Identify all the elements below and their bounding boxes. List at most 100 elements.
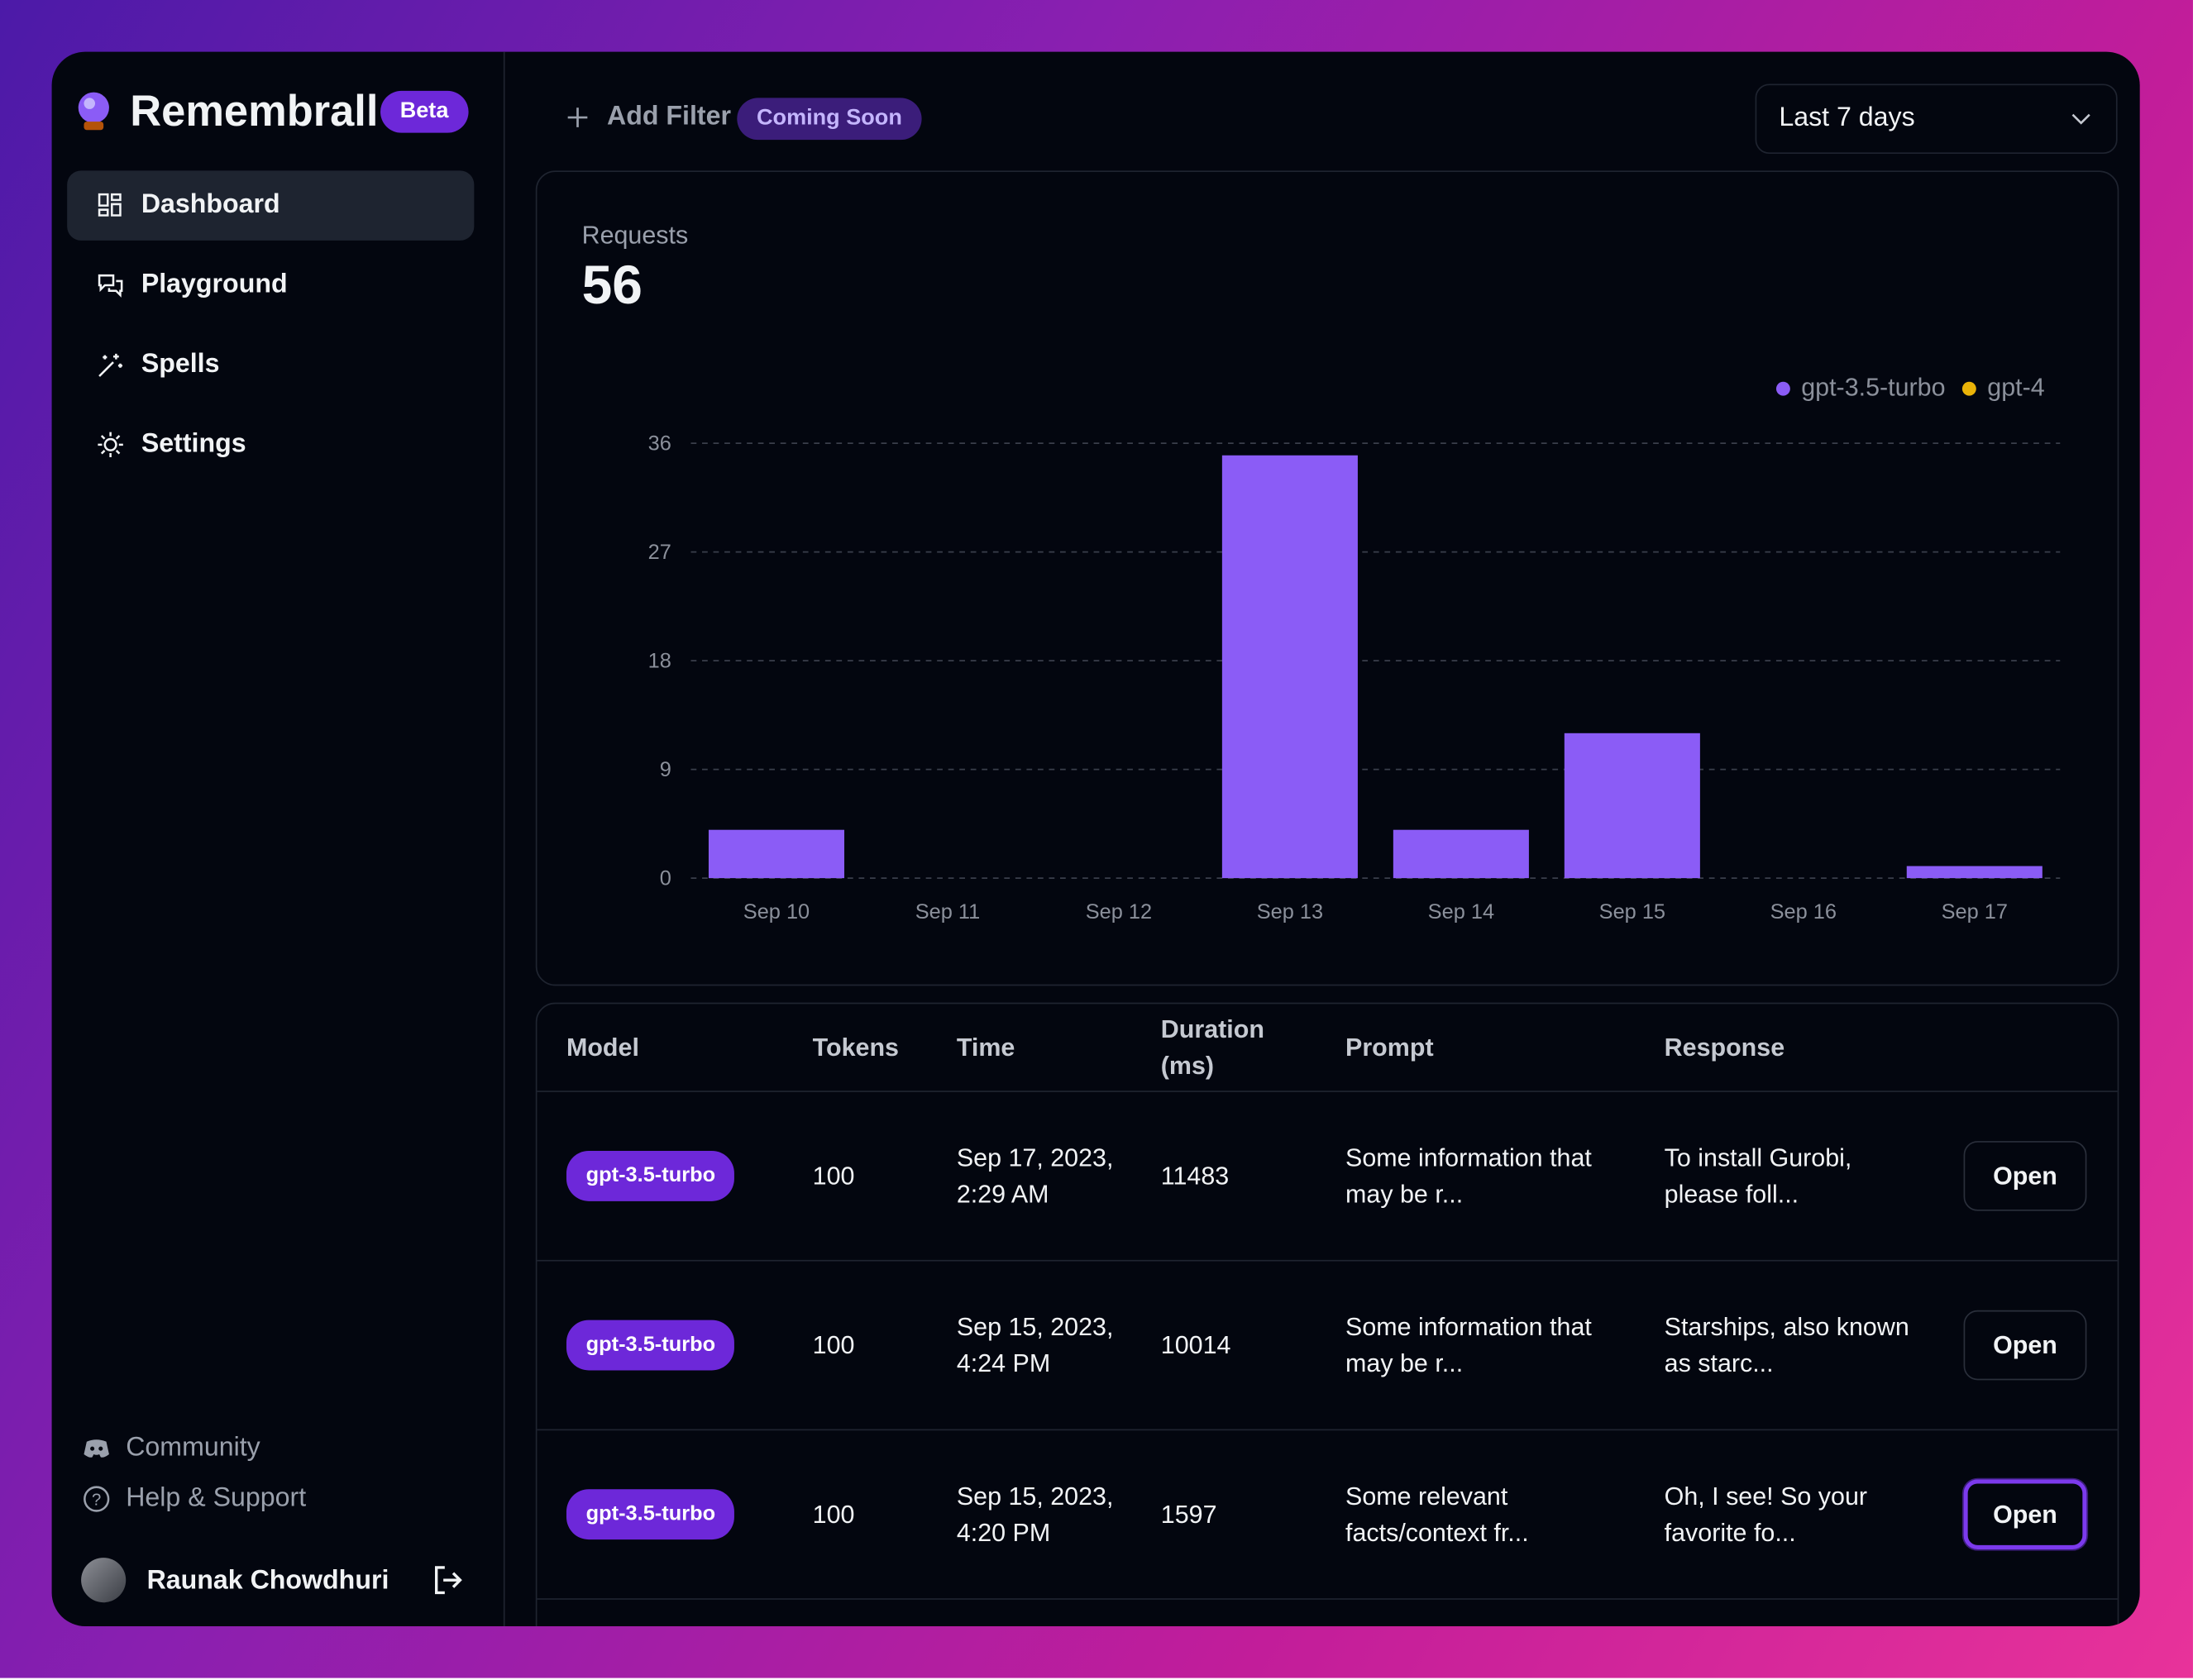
nav-icon [98,432,123,458]
nav-icon-path [98,274,123,298]
nav-item[interactable]: Spells [67,330,474,400]
add-filter-text: Add Filter [607,102,731,131]
nav-icon [98,353,122,377]
range-select[interactable]: Last 7 days [1755,84,2118,155]
model-cell: gpt-3.5-turbo [566,1150,735,1201]
nav-icon-path [98,193,122,217]
open-button[interactable]: Open [1963,1479,2087,1549]
nav-label: Playground [141,270,288,299]
nav-label: Spells [141,349,220,379]
bar [708,829,845,879]
legend-swatch [1961,380,1976,395]
requests-table: Model Tokens Time Duration (ms) Prompt Respon… [535,1002,2119,1626]
table-row: gpt-3.5-turbo 100 Sep 15, 2023, 4:24 PM 100… [537,1262,2118,1431]
table-cell: 11483 [1160,1162,1230,1191]
avatar [81,1558,127,1603]
community-text: Community [126,1433,260,1463]
open-button[interactable]: Open [1963,1141,2087,1211]
sidebar: Remembrall Beta Community ? Help & Suppo… [52,51,505,1626]
user-name: Raunak Chowdhuri [146,1566,389,1596]
coming-soon-badge: Coming Soon [737,98,922,141]
y-tick-label: 27 [648,541,671,564]
table-cell: 100 [812,1500,855,1529]
table-cell: Sep 15, 2023, 4:20 PM [956,1482,1114,1547]
column-header: Model [566,1033,639,1062]
x-tick-label: Sep 13 [1257,900,1323,924]
x-tick-label: Sep 12 [1086,900,1152,924]
add-filter[interactable]: Add Filter [566,102,731,132]
nav-icon [98,193,122,217]
logout-icon[interactable] [432,1565,463,1596]
y-tick-label: 0 [660,867,671,890]
logo-icon [78,92,109,131]
legend-item: gpt-4 [1961,373,2045,403]
y-tick-label: 18 [648,650,671,673]
nav-label: Settings [141,429,246,459]
bar [1906,866,2042,879]
legend-label: gpt-4 [1987,373,2045,402]
model-pill: gpt-3.5-turbo [566,1320,735,1371]
y-tick-label: 9 [660,758,671,781]
table-cell: 100 [812,1162,855,1191]
chevron-icon [2071,113,2090,125]
table-cell: 10014 [1160,1331,1231,1359]
community-link[interactable]: Community [83,1434,260,1464]
chart-title: Requests [581,221,689,250]
chart-card: Requests 56 gpt-3.5-turbo gpt-4 0 9 18 27 36 S… [535,170,2119,986]
x-tick-label: Sep 14 [1428,900,1494,924]
table-row: gpt-3.5-turbo 100 Sep 17, 2023, 2:29 AM 114… [537,1092,2118,1262]
y-tick-label: 36 [648,432,671,456]
table-cell: Some information that may be r... [1345,1143,1592,1209]
x-tick-label: Sep 10 [743,900,810,924]
range-text: Last 7 days [1779,103,1915,133]
table-header: Model Tokens Time Duration (ms) Prompt Respon… [537,1004,2118,1092]
bar-chart: 0 9 18 27 36 Sep 10 Sep 11 Sep 12 Sep 13 Sep 14 Se… [648,432,2061,924]
nav-item[interactable]: Settings [67,410,474,480]
table-cell: Some information that may be r... [1345,1313,1592,1377]
column-header: Prompt [1345,1033,1434,1062]
column-header: Response [1664,1033,1785,1062]
legend-swatch [1775,380,1790,395]
help-text: Help & Support [126,1483,307,1513]
svg-text:?: ? [92,1491,101,1510]
x-tick-label: Sep 16 [1770,900,1837,924]
table-cell: Oh, I see! So your favorite fo... [1664,1482,1868,1547]
table-cell: Sep 15, 2023, 4:24 PM [956,1313,1114,1377]
model-pill: gpt-3.5-turbo [566,1150,735,1201]
nav-item[interactable]: Playground [67,251,474,321]
column-header: Time [956,1033,1015,1062]
column-header: Duration (ms) [1160,1014,1264,1080]
nav-icon-path [98,432,123,458]
column-header: Tokens [812,1033,899,1062]
table-cell: Some relevant facts/context fr... [1345,1482,1529,1547]
beta-badge: Beta [380,90,469,133]
bar [1393,829,1529,879]
legend: gpt-3.5-turbo gpt-4 [1775,373,2045,403]
table-cell: 1597 [1160,1500,1217,1529]
legend-item: gpt-3.5-turbo [1775,373,1946,403]
table-cell: To install Gurobi, please foll... [1664,1143,1852,1209]
x-tick-label: Sep 11 [915,900,981,924]
nav-icon [98,274,123,298]
nav-item[interactable]: Dashboard [67,170,475,241]
legend-label: gpt-3.5-turbo [1801,373,1946,402]
brand: Remembrall [130,86,379,136]
bar [1564,733,1700,879]
open-button[interactable]: Open [1963,1310,2087,1381]
table-cell: Sep 17, 2023, 2:29 AM [956,1143,1114,1209]
help-icon: ? [84,1486,110,1512]
discord-icon [84,1439,109,1458]
chart-total: 56 [581,255,643,317]
window: Remembrall Beta Community ? Help & Suppo… [51,51,2140,1626]
model-cell: gpt-3.5-turbo [566,1320,735,1371]
help-link[interactable]: ? Help & Support [83,1483,306,1514]
bar [1221,455,1358,879]
model-pill: gpt-3.5-turbo [566,1489,735,1540]
x-tick-label: Sep 15 [1599,900,1665,924]
plus-icon [567,107,588,127]
table-row: gpt-3.5-turbo 100 Sep 15, 2023, 4:20 PM 159… [537,1430,2118,1600]
table-cell: 100 [812,1331,855,1359]
nav-label: Dashboard [141,190,280,220]
